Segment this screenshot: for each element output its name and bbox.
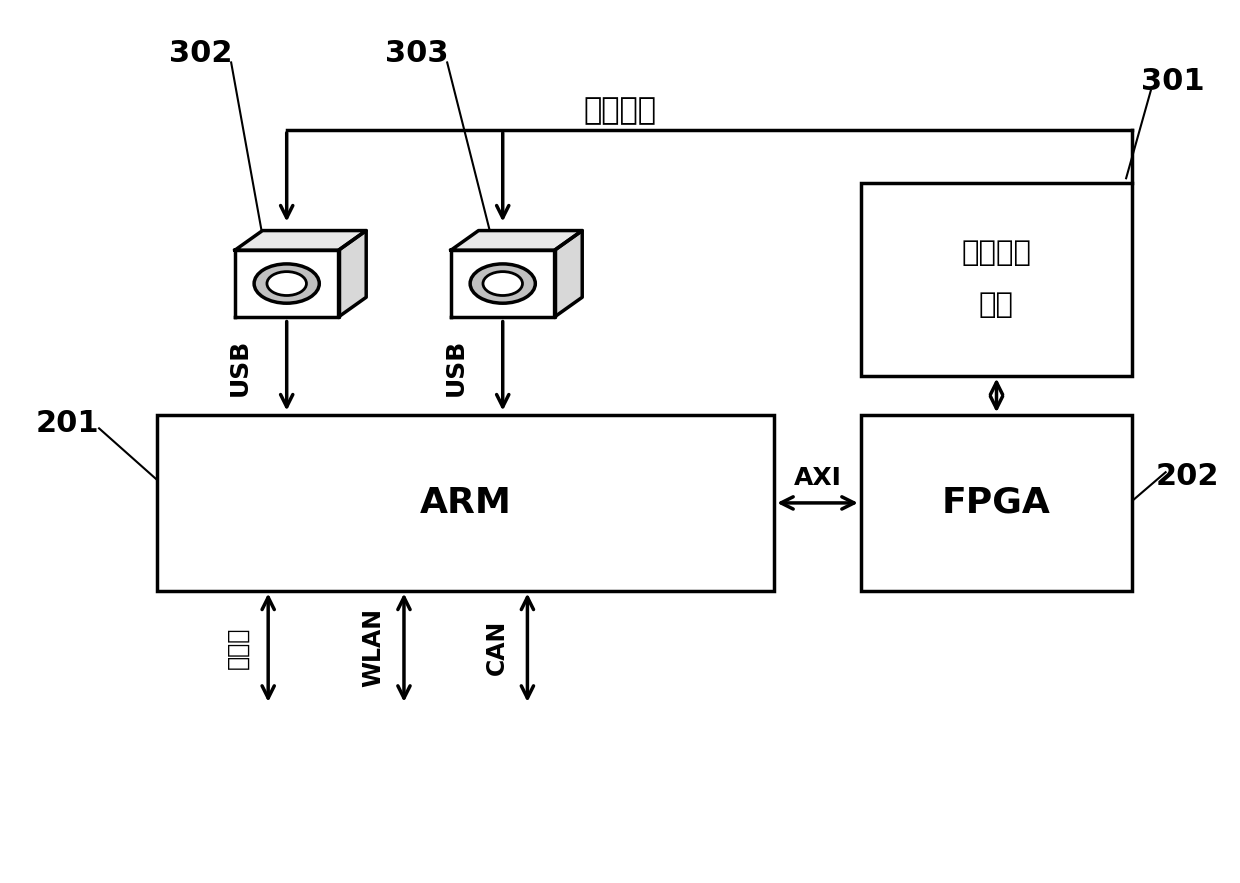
Polygon shape [554,230,583,317]
Text: FPGA: FPGA [942,486,1052,520]
Text: 302: 302 [169,39,232,68]
Text: CAN: CAN [485,620,508,675]
Text: ARM: ARM [420,486,512,520]
Text: 单元: 单元 [980,291,1014,320]
Text: 同步触发: 同步触发 [961,238,1032,267]
Text: 202: 202 [1156,462,1220,491]
Polygon shape [234,230,366,250]
Text: USB: USB [444,338,467,396]
Polygon shape [234,250,339,317]
Bar [861,183,1132,375]
Text: 触发信号: 触发信号 [584,96,656,125]
Text: 201: 201 [35,410,99,439]
Text: 303: 303 [384,39,448,68]
Ellipse shape [267,272,306,296]
Polygon shape [339,230,366,317]
Ellipse shape [470,264,536,303]
Text: 以太网: 以太网 [226,627,249,669]
Text: USB: USB [228,338,252,396]
Polygon shape [451,230,583,250]
Polygon shape [451,250,554,317]
Bar [157,415,774,591]
Ellipse shape [254,264,319,303]
Text: 301: 301 [1141,67,1205,96]
Ellipse shape [482,272,522,296]
Text: WLAN: WLAN [361,608,386,687]
Bar [861,415,1132,591]
Text: AXI: AXI [794,466,842,490]
